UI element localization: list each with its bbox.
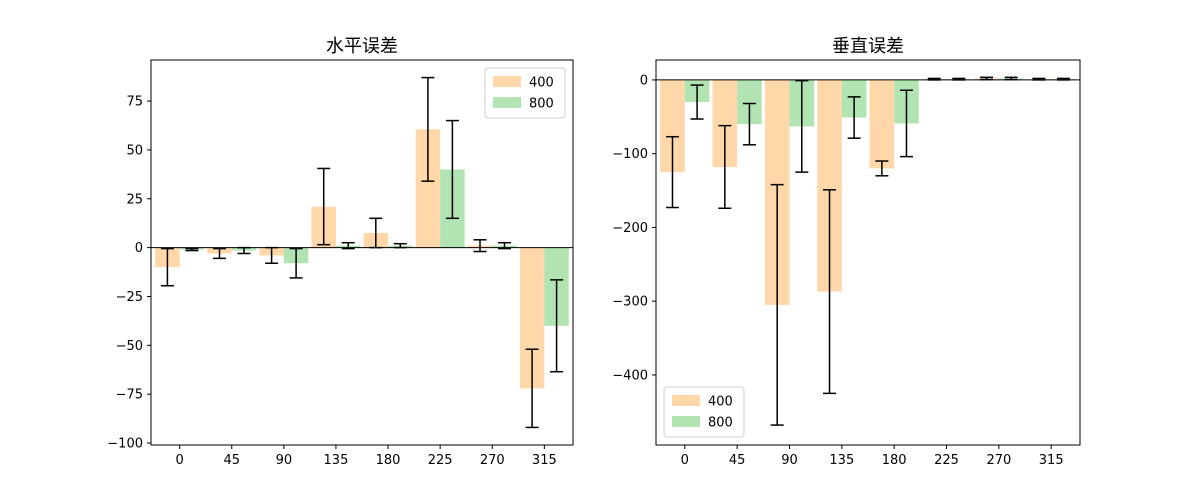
y-tick-label: 25 — [126, 192, 143, 207]
chart-title: 垂直误差 — [832, 36, 904, 57]
y-tick-label: −50 — [116, 339, 143, 354]
x-tick-label: 90 — [276, 453, 293, 468]
x-tick-label: 180 — [376, 453, 401, 468]
chart-title: 水平误差 — [326, 36, 398, 57]
y-tick-label: −400 — [612, 368, 648, 383]
axes-frame — [150, 59, 574, 446]
y-tick-label: −300 — [612, 295, 648, 310]
x-tick-label: 0 — [681, 453, 689, 468]
y-tick-label: −25 — [116, 290, 143, 305]
y-tick-label: −100 — [612, 147, 648, 162]
x-tick-label: 225 — [428, 453, 453, 468]
legend-swatch-400 — [672, 395, 700, 406]
legend-label-400: 400 — [708, 395, 733, 410]
legend-swatch-800 — [672, 416, 700, 427]
chart-panel-1: 水平误差 −100 −75 −50 −25 0 25 50 75 0 45 90 135 180 225 27… — [107, 36, 574, 468]
legend-label-400: 400 — [529, 76, 554, 91]
legend-label-800: 800 — [529, 97, 554, 112]
x-tick-label: 315 — [532, 453, 557, 468]
y-tick-label: −100 — [107, 437, 143, 452]
x-tick-label: 315 — [1039, 453, 1064, 468]
x-tick-label: 0 — [176, 453, 184, 468]
chart-panel-2: 垂直误差 −400 −300 −200 −100 0 0 45 90 135 180 225 270 31… — [612, 36, 1081, 468]
legend-swatch-400 — [493, 76, 521, 87]
axes-frame — [655, 59, 1081, 446]
x-tick-label: 45 — [729, 453, 746, 468]
x-tick-label: 270 — [480, 453, 505, 468]
x-tick-label: 135 — [324, 453, 349, 468]
y-tick-label: −75 — [116, 388, 143, 403]
x-tick-label: 45 — [223, 453, 240, 468]
legend-swatch-800 — [493, 97, 521, 108]
x-tick-label: 135 — [829, 453, 854, 468]
y-tick-label: 50 — [126, 143, 143, 158]
x-tick-label: 90 — [781, 453, 798, 468]
x-tick-label: 180 — [882, 453, 907, 468]
y-tick-label: 0 — [135, 241, 143, 256]
y-tick-label: 75 — [126, 95, 143, 110]
legend-label-800: 800 — [708, 416, 733, 431]
x-tick-label: 270 — [986, 453, 1011, 468]
y-tick-label: −200 — [612, 221, 648, 236]
bar-series-400 — [869, 79, 895, 169]
y-tick-label: 0 — [640, 73, 648, 88]
x-tick-label: 225 — [934, 453, 959, 468]
